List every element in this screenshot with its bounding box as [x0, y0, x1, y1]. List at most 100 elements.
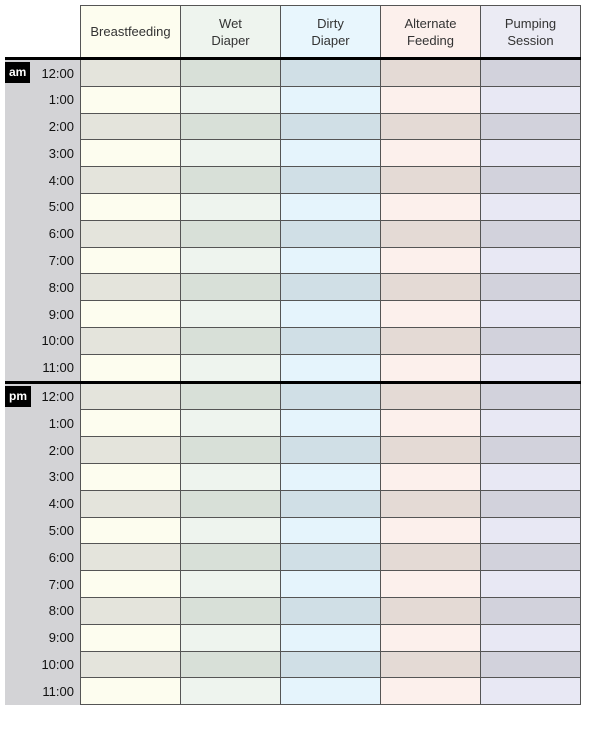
log-cell[interactable]: [80, 516, 181, 545]
log-cell[interactable]: [280, 650, 381, 679]
log-cell[interactable]: [80, 326, 181, 355]
log-cell[interactable]: [480, 650, 581, 679]
log-cell[interactable]: [480, 192, 581, 221]
log-cell[interactable]: [180, 246, 281, 275]
log-cell[interactable]: [80, 112, 181, 141]
log-cell[interactable]: [380, 139, 481, 168]
log-cell[interactable]: [180, 57, 281, 87]
log-cell[interactable]: [280, 436, 381, 464]
log-cell[interactable]: [480, 677, 581, 706]
log-cell[interactable]: [80, 57, 181, 87]
log-cell[interactable]: [480, 380, 581, 411]
log-cell[interactable]: [180, 300, 281, 328]
log-cell[interactable]: [380, 650, 481, 679]
log-cell[interactable]: [280, 596, 381, 625]
log-cell[interactable]: [480, 85, 581, 114]
log-cell[interactable]: [480, 273, 581, 302]
log-cell[interactable]: [180, 677, 281, 706]
log-cell[interactable]: [180, 489, 281, 518]
log-cell[interactable]: [80, 436, 181, 464]
log-cell[interactable]: [480, 166, 581, 194]
log-cell[interactable]: [80, 409, 181, 438]
log-cell[interactable]: [180, 139, 281, 168]
log-cell[interactable]: [180, 462, 281, 491]
log-cell[interactable]: [80, 300, 181, 328]
log-cell[interactable]: [480, 596, 581, 625]
log-cell[interactable]: [380, 462, 481, 491]
log-cell[interactable]: [180, 380, 281, 411]
log-cell[interactable]: [480, 489, 581, 518]
log-cell[interactable]: [280, 543, 381, 572]
log-cell[interactable]: [280, 677, 381, 706]
log-cell[interactable]: [480, 516, 581, 545]
log-cell[interactable]: [280, 300, 381, 328]
log-cell[interactable]: [380, 516, 481, 545]
log-cell[interactable]: [180, 219, 281, 248]
log-cell[interactable]: [480, 139, 581, 168]
log-cell[interactable]: [380, 409, 481, 438]
log-cell[interactable]: [80, 139, 181, 168]
log-cell[interactable]: [180, 623, 281, 652]
log-cell[interactable]: [80, 623, 181, 652]
log-cell[interactable]: [480, 353, 581, 383]
log-cell[interactable]: [280, 623, 381, 652]
log-cell[interactable]: [80, 570, 181, 598]
log-cell[interactable]: [80, 543, 181, 572]
log-cell[interactable]: [480, 326, 581, 355]
log-cell[interactable]: [180, 273, 281, 302]
log-cell[interactable]: [280, 380, 381, 411]
log-cell[interactable]: [180, 436, 281, 464]
log-cell[interactable]: [180, 650, 281, 679]
log-cell[interactable]: [280, 85, 381, 114]
log-cell[interactable]: [480, 436, 581, 464]
log-cell[interactable]: [280, 570, 381, 598]
log-cell[interactable]: [80, 85, 181, 114]
log-cell[interactable]: [280, 326, 381, 355]
log-cell[interactable]: [280, 246, 381, 275]
log-cell[interactable]: [380, 57, 481, 87]
log-cell[interactable]: [180, 409, 281, 438]
log-cell[interactable]: [380, 380, 481, 411]
log-cell[interactable]: [480, 246, 581, 275]
log-cell[interactable]: [480, 112, 581, 141]
log-cell[interactable]: [480, 623, 581, 652]
log-cell[interactable]: [80, 462, 181, 491]
log-cell[interactable]: [380, 166, 481, 194]
log-cell[interactable]: [180, 516, 281, 545]
log-cell[interactable]: [180, 543, 281, 572]
log-cell[interactable]: [80, 596, 181, 625]
log-cell[interactable]: [280, 462, 381, 491]
log-cell[interactable]: [80, 192, 181, 221]
log-cell[interactable]: [380, 219, 481, 248]
log-cell[interactable]: [280, 57, 381, 87]
log-cell[interactable]: [480, 57, 581, 87]
log-cell[interactable]: [80, 650, 181, 679]
log-cell[interactable]: [380, 489, 481, 518]
log-cell[interactable]: [80, 273, 181, 302]
log-cell[interactable]: [80, 677, 181, 706]
log-cell[interactable]: [180, 353, 281, 383]
log-cell[interactable]: [480, 462, 581, 491]
log-cell[interactable]: [480, 409, 581, 438]
log-cell[interactable]: [180, 166, 281, 194]
log-cell[interactable]: [180, 85, 281, 114]
log-cell[interactable]: [480, 543, 581, 572]
log-cell[interactable]: [180, 326, 281, 355]
log-cell[interactable]: [80, 489, 181, 518]
log-cell[interactable]: [480, 300, 581, 328]
log-cell[interactable]: [380, 623, 481, 652]
log-cell[interactable]: [280, 273, 381, 302]
log-cell[interactable]: [380, 596, 481, 625]
log-cell[interactable]: [180, 596, 281, 625]
log-cell[interactable]: [180, 570, 281, 598]
log-cell[interactable]: [380, 436, 481, 464]
log-cell[interactable]: [280, 353, 381, 383]
log-cell[interactable]: [480, 570, 581, 598]
log-cell[interactable]: [280, 516, 381, 545]
log-cell[interactable]: [80, 353, 181, 383]
log-cell[interactable]: [380, 326, 481, 355]
log-cell[interactable]: [380, 85, 481, 114]
log-cell[interactable]: [380, 570, 481, 598]
log-cell[interactable]: [280, 409, 381, 438]
log-cell[interactable]: [180, 192, 281, 221]
